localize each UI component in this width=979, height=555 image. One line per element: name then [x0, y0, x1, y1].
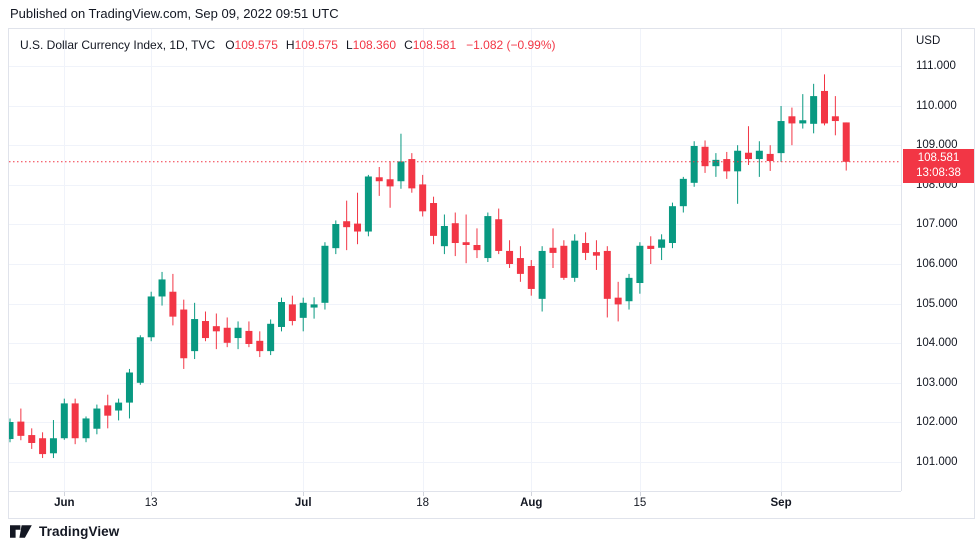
candles [9, 74, 850, 459]
y-axis-label: 105.000 [916, 297, 958, 310]
price-axis[interactable]: USD 111.000 110.000 109.000 108.000 107.000 1… [901, 29, 974, 491]
ohlc-item: O109.575 [225, 38, 278, 52]
x-axis-label: Jun [54, 497, 75, 509]
x-axis-label: 15 [633, 497, 647, 509]
time-axis-tick [151, 492, 152, 496]
ohlc-values: O109.575 H109.575 L108.360 C108.581 [225, 38, 456, 52]
y-axis-label: 103.000 [916, 376, 958, 389]
time-axis-tick [303, 492, 304, 496]
symbol-title: U.S. Dollar Currency Index, 1D, TVC [20, 38, 216, 52]
y-axis-label: 102.000 [916, 416, 958, 429]
y-axis-label: 110.000 [916, 99, 957, 112]
time-axis-tick [64, 492, 65, 496]
time-axis-tick [423, 492, 424, 496]
grid [9, 29, 901, 491]
time-axis[interactable]: Jun 13 Jul 18 Aug 15 Sep [9, 491, 901, 518]
chart-frame: U.S. Dollar Currency Index, 1D, TVC O109… [8, 28, 975, 519]
time-axis-tick [640, 492, 641, 496]
tradingview-logo-text: TradingView [39, 524, 120, 539]
y-axis-label: 104.000 [916, 337, 958, 350]
time-axis-tick [781, 492, 782, 496]
change-value: −1.082 (−0.99%) [466, 38, 556, 52]
countdown-timer: 13:08:38 [916, 166, 961, 179]
y-axis-label: 101.000 [916, 456, 958, 468]
chart-canvas[interactable] [9, 29, 901, 491]
x-axis-label: 13 [144, 497, 158, 509]
y-axis-label: 111.000 [916, 60, 956, 72]
x-axis-label: Aug [520, 497, 543, 509]
last-price-value: 108.581 [917, 151, 960, 164]
currency-label: USD [916, 35, 941, 47]
last-price-label: 108.581 13:08:38 [903, 148, 974, 183]
ohlc-item: H109.575 [285, 38, 338, 52]
x-axis-label: 18 [416, 497, 430, 509]
symbol-legend: U.S. Dollar Currency Index, 1D, TVC O109… [20, 38, 556, 52]
ohlc-item: C108.581 [404, 38, 457, 52]
time-axis-tick [531, 492, 532, 496]
x-axis-label: Jul [294, 497, 312, 509]
x-axis-label: Sep [770, 497, 792, 509]
tradingview-logo-icon [10, 525, 32, 538]
y-axis-label: 106.000 [916, 258, 958, 270]
tradingview-footer-link[interactable]: TradingView [10, 524, 119, 539]
ohlc-item: L108.360 [345, 38, 397, 52]
y-axis-label: 109.000 [916, 139, 958, 152]
published-bar: Published on TradingView.com, Sep 09, 20… [10, 6, 339, 21]
y-axis-label: 107.000 [916, 218, 958, 231]
